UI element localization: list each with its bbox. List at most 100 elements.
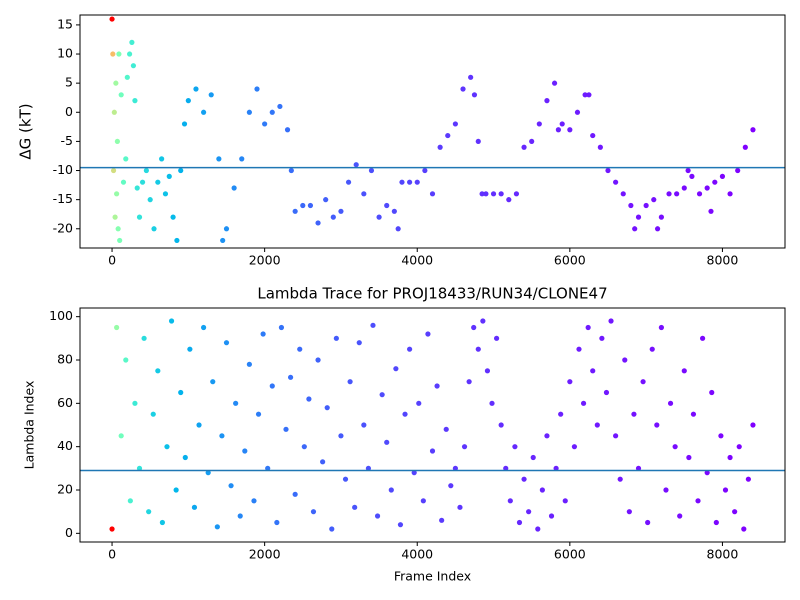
- point: [174, 237, 180, 244]
- y-tick-label: 80: [57, 352, 73, 367]
- point: [420, 498, 426, 504]
- y-tick-label: 100: [49, 308, 73, 323]
- point: [422, 167, 428, 174]
- point: [603, 389, 610, 396]
- point: [284, 127, 291, 133]
- point: [434, 383, 440, 389]
- point: [126, 51, 133, 57]
- point: [516, 519, 523, 526]
- point: [269, 383, 275, 389]
- x-tick-label: 0: [108, 547, 116, 562]
- x-tick-label: 0: [108, 253, 116, 268]
- x-axis-label: Frame Index: [394, 569, 471, 584]
- point: [643, 202, 649, 209]
- point: [114, 324, 120, 331]
- point: [667, 400, 674, 406]
- point: [307, 202, 314, 209]
- point: [338, 433, 344, 439]
- point: [379, 392, 385, 398]
- point: [233, 400, 239, 406]
- point: [260, 331, 266, 337]
- point: [732, 509, 738, 515]
- point: [493, 335, 500, 341]
- point: [677, 513, 683, 519]
- point: [429, 191, 436, 197]
- point: [574, 109, 581, 115]
- point: [223, 226, 230, 232]
- point: [118, 433, 124, 439]
- point: [361, 422, 367, 428]
- point: [622, 357, 628, 363]
- point: [471, 324, 477, 331]
- point: [529, 138, 535, 145]
- y-tick-label: 40: [57, 438, 73, 453]
- point: [640, 379, 646, 385]
- point: [594, 422, 600, 428]
- point: [429, 448, 436, 454]
- plot-area: [80, 318, 785, 532]
- point: [201, 324, 207, 331]
- point: [130, 63, 137, 69]
- y-tick-label: -5: [61, 133, 73, 148]
- point: [136, 214, 143, 220]
- point: [719, 173, 726, 179]
- point: [255, 411, 262, 417]
- point: [287, 374, 294, 380]
- point: [164, 444, 170, 450]
- point: [361, 191, 367, 197]
- point: [585, 324, 591, 331]
- point: [395, 226, 401, 232]
- point: [265, 465, 271, 471]
- point: [178, 167, 184, 174]
- point: [301, 444, 307, 450]
- point: [269, 109, 275, 115]
- point: [300, 202, 306, 209]
- point: [168, 318, 175, 324]
- point: [399, 179, 405, 185]
- point: [407, 346, 413, 352]
- point: [132, 98, 138, 104]
- point: [220, 237, 226, 244]
- point: [439, 517, 445, 523]
- point: [613, 179, 619, 185]
- point: [567, 127, 573, 133]
- point: [471, 92, 478, 98]
- point: [139, 179, 146, 185]
- point: [151, 226, 157, 232]
- point: [480, 318, 486, 324]
- point: [620, 191, 626, 197]
- point: [498, 191, 504, 197]
- point: [686, 454, 692, 461]
- point: [750, 422, 756, 428]
- point: [709, 389, 715, 396]
- point: [116, 51, 122, 57]
- point: [141, 335, 147, 341]
- point: [461, 444, 468, 450]
- point: [187, 346, 193, 352]
- point: [205, 470, 211, 476]
- point: [586, 92, 592, 98]
- point: [223, 340, 230, 346]
- point: [370, 322, 376, 328]
- point: [228, 483, 234, 489]
- y-axis-label: ΔG (kT): [17, 103, 35, 159]
- point: [681, 185, 687, 191]
- point: [689, 173, 695, 179]
- point: [605, 167, 611, 174]
- point: [654, 226, 661, 232]
- point: [333, 335, 339, 341]
- point: [626, 509, 632, 515]
- point: [580, 400, 587, 406]
- point: [210, 379, 216, 385]
- point: [159, 519, 166, 526]
- y-tick-label: -15: [53, 191, 73, 206]
- point: [735, 167, 741, 174]
- point: [324, 405, 330, 411]
- point: [617, 476, 623, 482]
- point: [576, 346, 582, 352]
- point: [558, 411, 564, 417]
- point: [559, 121, 565, 127]
- point: [590, 368, 596, 374]
- point: [475, 138, 481, 145]
